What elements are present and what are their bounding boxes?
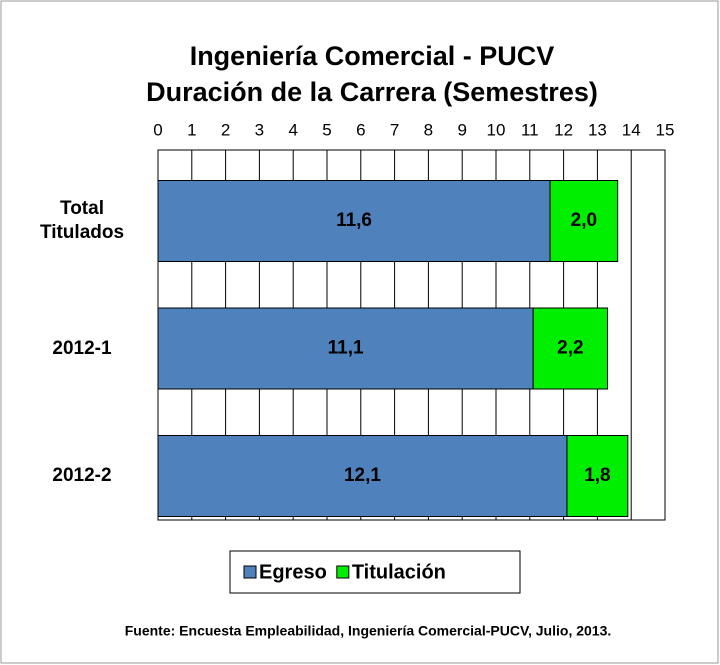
x-tick-label: 5	[322, 120, 331, 139]
legend-swatch	[336, 565, 350, 579]
y-tick-label: 2012-2	[52, 465, 112, 486]
x-tick-label: 12	[554, 120, 573, 139]
bar	[549, 180, 619, 262]
y-tick-label: 2012-1	[52, 337, 112, 359]
data-label: 1,8	[584, 465, 610, 486]
y-tick-label: Total Titulados	[39, 198, 125, 243]
x-tick-label: 13	[588, 120, 607, 139]
bar	[532, 307, 609, 390]
x-tick-label: 4	[288, 120, 297, 139]
x-tick-label: 9	[457, 120, 466, 139]
bar	[566, 435, 629, 517]
data-label: 12,1	[344, 465, 381, 486]
data-label: 11,6	[336, 210, 372, 231]
x-tick-label: 7	[390, 120, 399, 139]
x-tick-label: 6	[356, 120, 365, 139]
chart-title: Ingeniería Comercial - PUCV	[190, 41, 555, 71]
x-tick-label: 10	[487, 120, 506, 139]
x-tick-label: 2	[221, 120, 230, 139]
x-tick-label: 8	[424, 120, 433, 139]
bar	[157, 307, 534, 390]
x-tick-label: 0	[153, 120, 162, 139]
x-tick-label: 11	[521, 120, 539, 139]
x-tick-label: 1	[187, 120, 196, 139]
bar	[157, 435, 568, 517]
data-label: 2,0	[571, 210, 597, 231]
data-label: 2,2	[557, 338, 583, 359]
legend-label: Egreso	[259, 561, 327, 583]
legend-box	[229, 550, 521, 594]
x-tick-label: 14	[622, 120, 641, 139]
footnote: Fuente: Encuesta Empleabilidad, Ingenier…	[125, 623, 612, 639]
chart-title: Duración de la Carrera (Semestres)	[146, 77, 598, 107]
legend-swatch	[243, 565, 257, 579]
x-tick-label: 3	[255, 120, 264, 139]
data-label: 11,1	[328, 338, 364, 359]
bar	[157, 180, 551, 262]
legend-label: Titulación	[352, 561, 446, 583]
x-tick-label: 15	[656, 120, 675, 139]
